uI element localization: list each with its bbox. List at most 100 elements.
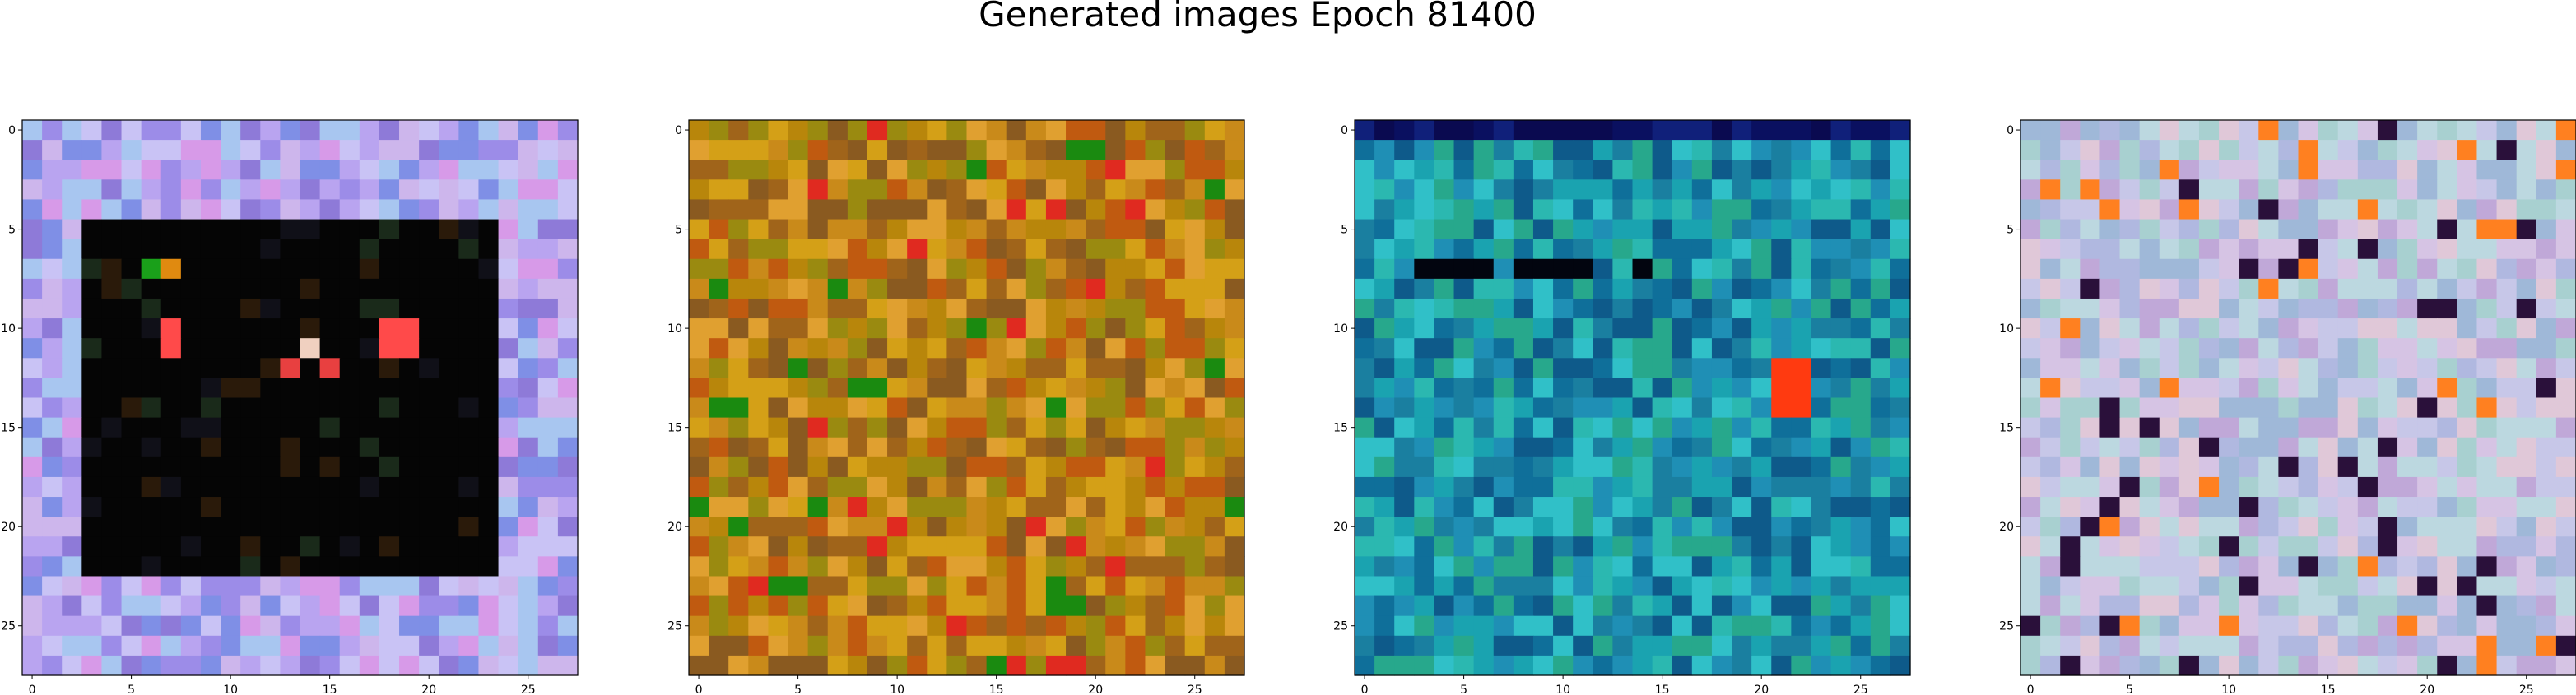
pixel: [1593, 615, 1613, 637]
pixel: [319, 120, 341, 141]
pixel: [498, 417, 519, 438]
pixel: [986, 219, 1007, 240]
pixel: [1145, 476, 1166, 498]
y-tick-label: 0: [675, 124, 682, 137]
pixel: [2397, 635, 2418, 656]
pixel: [1204, 318, 1225, 339]
pixel: [2139, 120, 2160, 141]
pixel: [867, 536, 888, 557]
pixel: [1165, 298, 1186, 319]
pixel: [2496, 497, 2518, 517]
pixel: [986, 278, 1007, 299]
pixel: [1493, 456, 1514, 478]
pixel: [2555, 318, 2576, 339]
pixel: [2457, 318, 2478, 339]
pixel: [1513, 437, 1534, 458]
pixel: [689, 338, 709, 359]
pixel: [81, 338, 103, 359]
pixel: [887, 278, 908, 299]
pixel: [2258, 258, 2279, 280]
pixel: [557, 476, 579, 498]
pixel: [557, 219, 579, 240]
pixel: [2417, 417, 2438, 438]
pixel: [180, 397, 202, 419]
pixel: [1224, 378, 1245, 399]
pixel: [1791, 576, 1812, 597]
pixel: [1830, 397, 1852, 419]
pixel: [1890, 476, 1911, 498]
pixel: [1532, 595, 1554, 617]
pixel: [2318, 635, 2339, 656]
pixel: [1473, 595, 1495, 617]
pixel: [2298, 318, 2319, 339]
pixel: [2476, 556, 2498, 577]
pixel: [1850, 437, 1872, 458]
axes-frame: [2020, 119, 2576, 676]
pixel: [1394, 338, 1415, 359]
pixel: [2239, 199, 2259, 220]
pixel: [1711, 318, 1732, 339]
pixel: [2020, 456, 2041, 478]
pixel: [847, 476, 868, 498]
pixel: [1532, 258, 1554, 280]
pixel: [2437, 456, 2457, 478]
pixel: [2099, 239, 2121, 260]
pixel: [1691, 298, 1713, 319]
pixel: [22, 318, 43, 339]
pixel: [1434, 378, 1455, 399]
pixel: [260, 397, 281, 419]
pixel: [478, 298, 500, 319]
pixel: [498, 120, 519, 141]
pixel: [1184, 556, 1206, 577]
pixel: [2555, 140, 2576, 160]
pixel: [986, 517, 1007, 537]
pixel: [22, 615, 43, 637]
pixel: [498, 239, 519, 260]
pixel: [1870, 318, 1891, 339]
pixel: [807, 576, 829, 597]
pixel: [748, 576, 770, 597]
pixel: [807, 219, 829, 240]
pixel: [2476, 635, 2498, 656]
pixel: [260, 517, 281, 537]
pixel: [689, 476, 709, 498]
pixel: [1513, 219, 1534, 240]
pixel: [439, 595, 459, 617]
pixel: [1145, 456, 1166, 478]
pixel: [2476, 456, 2498, 478]
pixel: [807, 635, 829, 656]
pixel: [399, 397, 420, 419]
pixel: [2377, 298, 2398, 319]
pixel: [2198, 417, 2220, 438]
pixel: [1732, 258, 1752, 280]
pixel: [1066, 595, 1086, 617]
pixel: [2198, 358, 2220, 378]
pixel: [2198, 278, 2220, 299]
pixel: [1025, 476, 1047, 498]
pixel: [1374, 318, 1395, 339]
pixel: [1652, 378, 1673, 399]
pixel: [1732, 437, 1752, 458]
pixel: [300, 239, 321, 260]
pixel: [907, 536, 928, 557]
pixel: [1086, 199, 1106, 220]
pixel: [1086, 358, 1106, 378]
pixel: [1355, 338, 1375, 359]
pixel: [498, 179, 519, 201]
pixel: [2258, 298, 2279, 319]
pixel: [2555, 338, 2576, 359]
pixel: [160, 397, 182, 419]
pixel: [1414, 615, 1435, 637]
pixel: [2536, 397, 2557, 419]
pixel: [439, 417, 459, 438]
pixel: [2397, 556, 2418, 577]
pixel: [1066, 576, 1086, 597]
pixel: [1224, 456, 1245, 478]
pixel: [768, 517, 789, 537]
pixel: [2080, 140, 2101, 160]
pixel: [1652, 258, 1673, 280]
pixel: [81, 456, 103, 478]
pixel: [1593, 635, 1613, 656]
pixel: [907, 497, 928, 517]
pixel: [1791, 160, 1812, 180]
